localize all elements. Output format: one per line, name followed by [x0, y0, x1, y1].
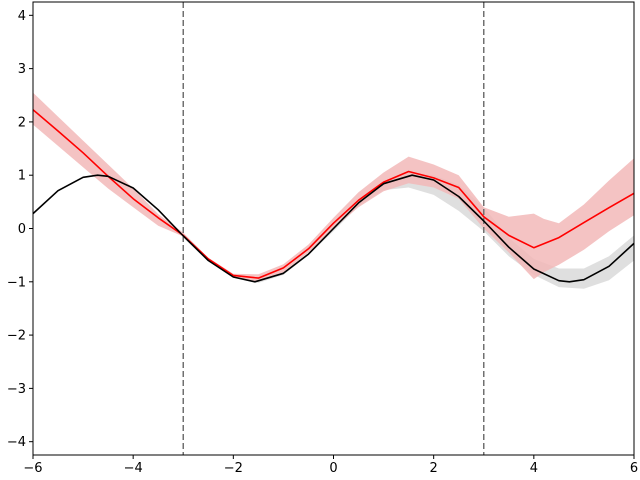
- y-tick-label: 1: [18, 169, 26, 184]
- y-tick-label: −3: [7, 382, 26, 397]
- x-tick-label: 6: [630, 461, 638, 476]
- axes-frame: [32, 1, 635, 456]
- x-tick-label: −6: [23, 461, 42, 476]
- prediction-line: [33, 109, 634, 279]
- confidence-band-2: [33, 92, 634, 282]
- x-tick-label: 4: [530, 461, 538, 476]
- y-tick-label: −2: [7, 329, 26, 344]
- x-axis: −6 −4 −2 0 2 4 6: [23, 455, 638, 476]
- y-tick-label: 2: [18, 115, 26, 130]
- y-axis: −4 −3 −2 −1 0 1 2 3 4: [7, 9, 33, 450]
- y-tick-label: −4: [7, 435, 26, 450]
- y-tick-label: 3: [18, 62, 26, 77]
- true-function-line: [33, 174, 634, 283]
- x-tick-label: −4: [124, 461, 143, 476]
- y-tick-label: 0: [18, 222, 26, 237]
- x-tick-label: 0: [329, 461, 337, 476]
- y-tick-label: −1: [7, 275, 26, 290]
- plot-area: [33, 2, 634, 455]
- x-tick-label: −2: [224, 461, 243, 476]
- x-tick-label: 2: [430, 461, 438, 476]
- y-tick-label: 4: [18, 9, 26, 24]
